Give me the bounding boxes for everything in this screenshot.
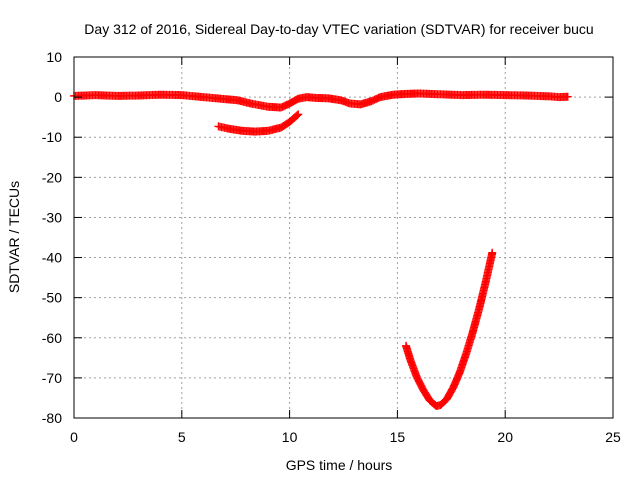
data-point — [293, 111, 302, 120]
series-track-main — [70, 89, 572, 112]
x-tick-label: 0 — [70, 429, 78, 445]
chart-title: Day 312 of 2016, Sidereal Day-to-day VTE… — [84, 21, 593, 37]
y-tick-label: -20 — [42, 169, 62, 185]
y-tick-label: -30 — [42, 209, 62, 225]
grid-lines — [74, 57, 613, 418]
x-tick-label: 20 — [497, 429, 513, 445]
x-tick-label: 10 — [282, 429, 298, 445]
y-tick-label: -10 — [42, 129, 62, 145]
series-track-deep-dip — [402, 248, 497, 410]
series-track-dip-morning — [214, 110, 303, 136]
x-axis-label: GPS time / hours — [286, 457, 393, 473]
data-point — [294, 110, 303, 119]
y-tick-label: -80 — [42, 410, 62, 426]
data-point — [488, 248, 497, 257]
y-tick-labels: 10 0 -10 -20 -30 -40 -50 -60 -70 -80 — [42, 49, 62, 426]
x-tick-labels: 0 5 10 15 20 25 — [70, 429, 621, 445]
y-tick-label: -60 — [42, 330, 62, 346]
data-marks — [70, 89, 572, 410]
axis-ticks — [73, 56, 614, 419]
y-tick-label: 10 — [46, 49, 62, 65]
x-tick-label: 5 — [178, 429, 186, 445]
plot-frame — [73, 56, 614, 419]
y-axis-label: SDTVAR / TECUs — [6, 181, 22, 293]
data-point — [563, 92, 572, 101]
y-tick-label: 0 — [54, 89, 62, 105]
y-tick-label: -70 — [42, 370, 62, 386]
y-tick-label: -50 — [42, 290, 62, 306]
x-tick-label: 15 — [390, 429, 406, 445]
x-tick-label: 25 — [605, 429, 621, 445]
y-tick-label: -40 — [42, 250, 62, 266]
